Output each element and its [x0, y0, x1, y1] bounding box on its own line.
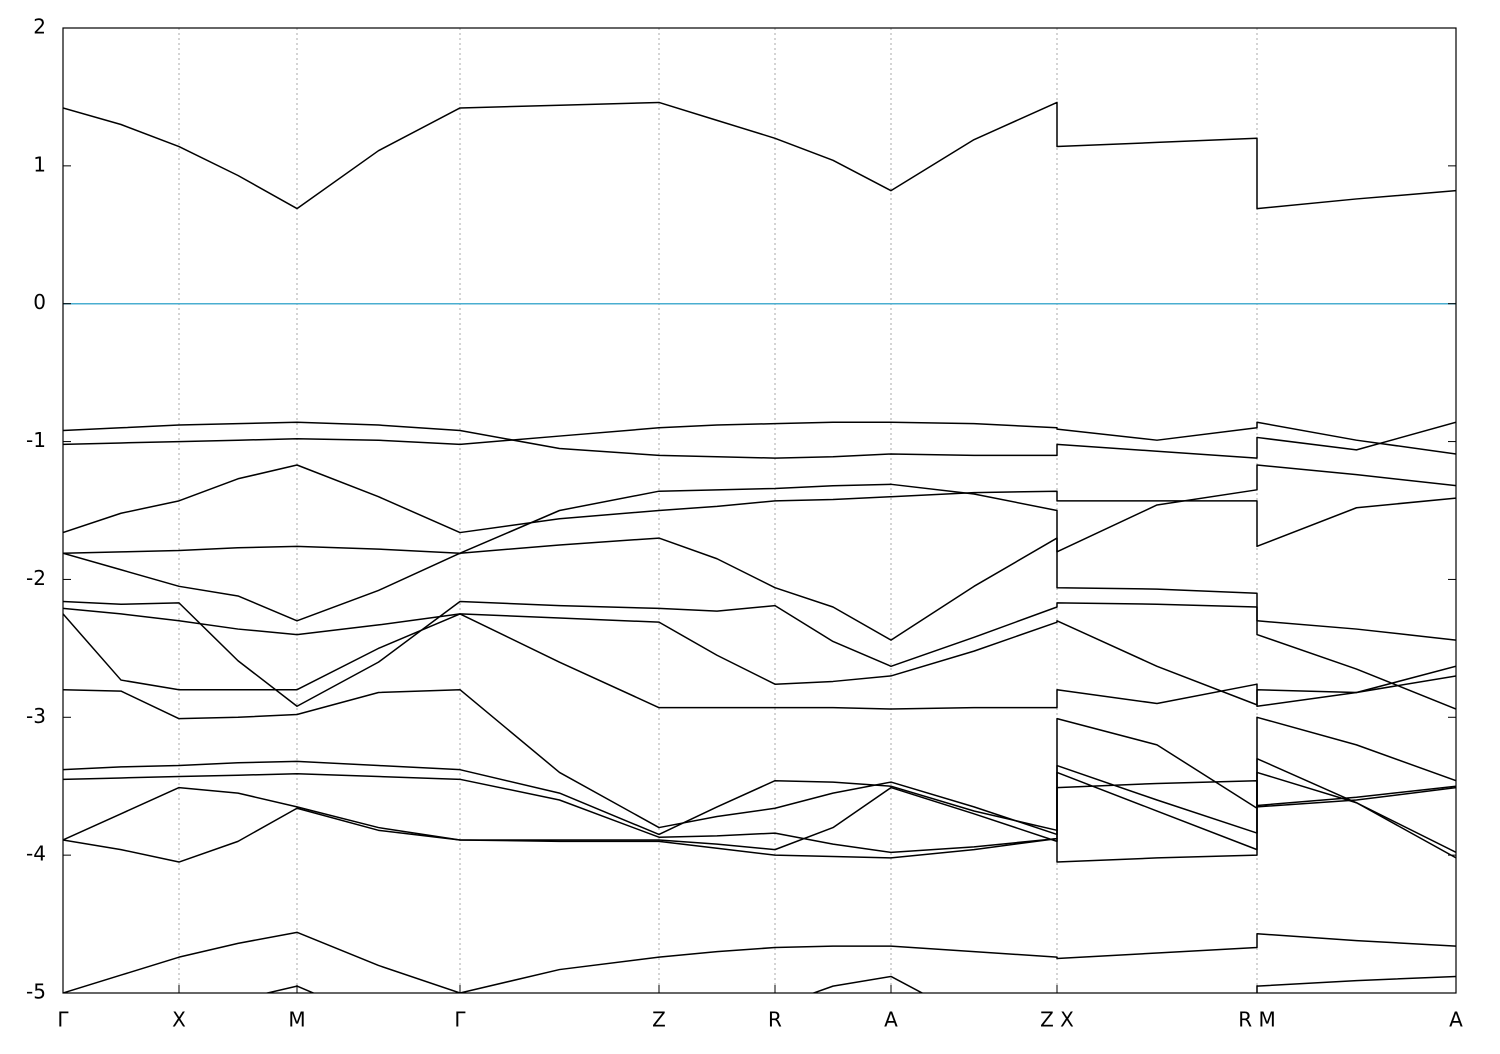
- y-tick-label: -1: [26, 428, 46, 452]
- band-line: [63, 931, 1456, 993]
- axes: Γ X M Γ Z R A Z X R M A 2 1 0 -1 -2 -3 -4 -5: [26, 15, 1463, 1032]
- x-tick-label: Γ: [454, 1008, 466, 1032]
- y-tick-label: 1: [33, 152, 46, 176]
- band-line: [63, 421, 1456, 455]
- y-tick-label: -5: [26, 980, 46, 1004]
- x-tick-label: R: [768, 1008, 782, 1032]
- band-line: [63, 779, 1456, 851]
- x-tick-label: A: [884, 1008, 898, 1032]
- x-tick-label: R M: [1238, 1008, 1276, 1032]
- band-line: [63, 607, 1456, 706]
- band-line: [63, 421, 1456, 459]
- band-line: [63, 537, 1456, 710]
- y-tick-label: -2: [26, 566, 46, 590]
- band-line: [63, 101, 1456, 210]
- band-line: [63, 613, 1456, 710]
- x-tick-label: Γ: [57, 1008, 69, 1032]
- band-line: [63, 464, 1456, 554]
- band-line: [63, 757, 1456, 854]
- band-line: [63, 771, 1456, 859]
- y-tick-label: 0: [33, 290, 46, 314]
- y-tick-label: -4: [26, 842, 46, 866]
- band-line: [63, 464, 1456, 548]
- band-line: [63, 688, 1456, 836]
- band-line: [63, 786, 1456, 863]
- y-tick-label: 2: [33, 15, 46, 39]
- bands: [63, 101, 1456, 993]
- band-line: [63, 600, 1456, 708]
- y-tick-label: -3: [26, 704, 46, 728]
- x-tick-label: Z X: [1040, 1008, 1074, 1032]
- x-tick-label: X: [172, 1008, 186, 1032]
- plot-frame: [62, 27, 1457, 994]
- x-tick-label: M: [288, 1008, 305, 1032]
- x-tick-label: Z: [652, 1008, 666, 1032]
- x-tick-label: A: [1449, 1008, 1463, 1032]
